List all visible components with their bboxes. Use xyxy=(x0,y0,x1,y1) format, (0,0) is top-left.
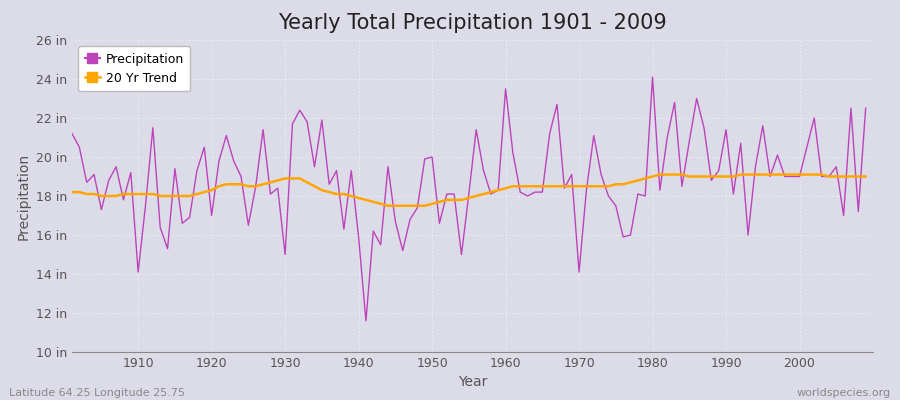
Y-axis label: Precipitation: Precipitation xyxy=(16,152,31,240)
Title: Yearly Total Precipitation 1901 - 2009: Yearly Total Precipitation 1901 - 2009 xyxy=(278,13,667,33)
Text: worldspecies.org: worldspecies.org xyxy=(796,388,891,398)
Text: Latitude 64.25 Longitude 25.75: Latitude 64.25 Longitude 25.75 xyxy=(9,388,185,398)
Legend: Precipitation, 20 Yr Trend: Precipitation, 20 Yr Trend xyxy=(78,46,190,91)
X-axis label: Year: Year xyxy=(458,376,487,390)
